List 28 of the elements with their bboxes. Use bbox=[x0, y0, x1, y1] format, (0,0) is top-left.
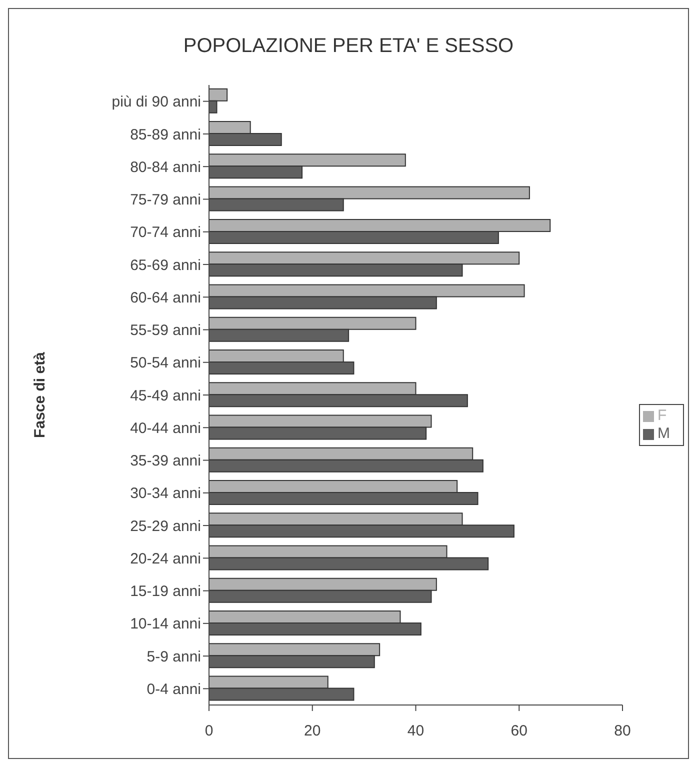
y-tick-label: 45-49 anni bbox=[130, 387, 201, 404]
y-tick-label: 30-34 anni bbox=[130, 485, 201, 502]
x-tick-label: 40 bbox=[407, 722, 424, 740]
y-tick-label: 0-4 anni bbox=[146, 681, 201, 698]
y-tick-label: 75-79 anni bbox=[130, 192, 201, 209]
x-tick-label: 80 bbox=[614, 722, 631, 740]
y-tick-label: 55-59 anni bbox=[130, 322, 201, 340]
y-tick-label: 5-9 anni bbox=[146, 648, 201, 666]
y-tick-label: 80-84 anni bbox=[130, 158, 201, 176]
y-tick-label: 60-64 anni bbox=[130, 289, 201, 306]
y-tick-label: 35-39 anni bbox=[130, 452, 201, 470]
x-tick-label: 0 bbox=[204, 722, 214, 740]
y-tick-label: 85-89 anni bbox=[130, 126, 201, 144]
y-tick-label: 70-74 anni bbox=[130, 224, 201, 242]
chart-title: POPOLAZIONE PER ETA' E SESSO bbox=[182, 34, 515, 59]
y-tick-label: 65-69 anni bbox=[130, 256, 201, 274]
y-tick-label: 15-19 anni bbox=[130, 583, 201, 600]
x-tick-label: 20 bbox=[304, 722, 321, 740]
y-tick-label: 20-24 anni bbox=[130, 550, 201, 568]
y-tick-label: 25-29 anni bbox=[130, 518, 201, 535]
y-tick-label: 10-14 anni bbox=[130, 616, 201, 633]
y-axis-title: Fasce di età bbox=[31, 351, 48, 438]
y-tick-label: 50-54 anni bbox=[130, 354, 201, 372]
legend-label: F bbox=[658, 407, 667, 424]
x-tick-label: 60 bbox=[510, 722, 528, 740]
y-tick-label: più di 90 anni bbox=[112, 94, 201, 111]
legend-label: M bbox=[658, 425, 670, 442]
y-tick-label: 40-44 anni bbox=[130, 420, 201, 437]
